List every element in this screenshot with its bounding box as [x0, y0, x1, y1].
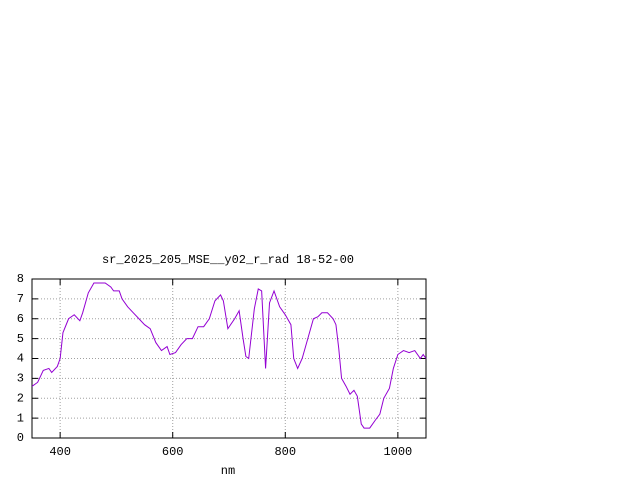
- y-tick-label: 7: [17, 292, 24, 306]
- y-tick-label: 6: [17, 312, 24, 326]
- y-tick-label: 4: [17, 352, 24, 366]
- x-tick-label: 800: [274, 445, 296, 459]
- x-tick-label: 400: [49, 445, 71, 459]
- y-tick-label: 1: [17, 411, 24, 425]
- x-tick-label: 600: [162, 445, 184, 459]
- chart-title: sr_2025_205_MSE__y02_r_rad 18-52-00: [102, 253, 354, 267]
- y-tick-label: 0: [17, 431, 24, 445]
- y-tick-label: 2: [17, 391, 24, 405]
- x-axis-label: nm: [221, 464, 235, 478]
- y-tick-label: 5: [17, 332, 24, 346]
- x-tick-label: 1000: [383, 445, 412, 459]
- y-tick-label: 8: [17, 272, 24, 286]
- line: [31, 282, 427, 429]
- plot-border: [31, 278, 427, 439]
- y-tick-label: 3: [17, 372, 24, 386]
